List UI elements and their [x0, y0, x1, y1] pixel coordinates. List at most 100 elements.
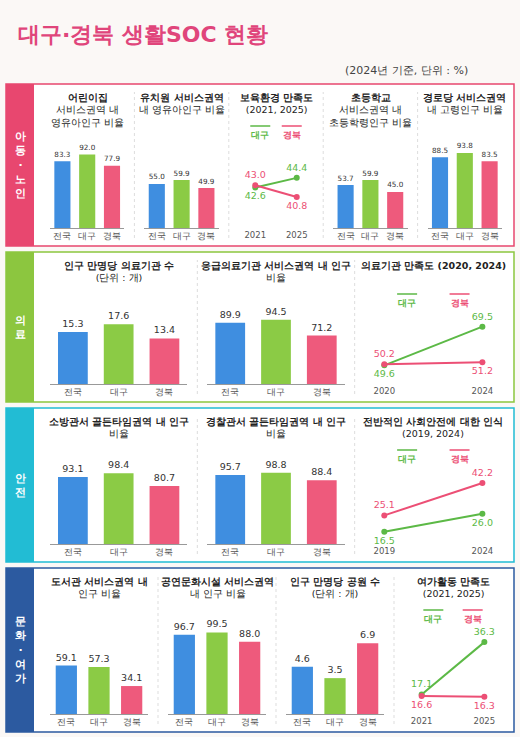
svg-text:경북: 경북	[481, 231, 499, 241]
svg-text:전반적인 사회안전에 대한 인식(2019, 2024): 전반적인 사회안전에 대한 인식(2019, 2024)	[363, 416, 503, 439]
svg-text:초등학교서비스권역 내초등학령인구 비율: 초등학교서비스권역 내초등학령인구 비율	[329, 92, 412, 128]
svg-text:42.6: 42.6	[245, 190, 266, 201]
svg-text:전국: 전국	[431, 231, 449, 241]
svg-text:인구 만명당 공원 수(단위 : 개): 인구 만명당 공원 수(단위 : 개)	[290, 576, 380, 599]
svg-text:경북: 경북	[103, 231, 121, 241]
svg-text:유치원 서비스권역내 영유아인구 비율: 유치원 서비스권역내 영유아인구 비율	[139, 92, 225, 115]
svg-text:소방관서 골든타임권역 내 인구비율: 소방관서 골든타임권역 내 인구비율	[49, 416, 189, 439]
svg-text:49.6: 49.6	[374, 368, 395, 379]
svg-text:전국: 전국	[293, 717, 311, 727]
svg-text:대구: 대구	[456, 231, 474, 241]
svg-text:93.1: 93.1	[62, 463, 83, 474]
svg-text:2024: 2024	[472, 386, 494, 396]
svg-text:경북: 경북	[464, 614, 482, 624]
svg-text:대구: 대구	[398, 298, 416, 308]
svg-text:59.9: 59.9	[174, 169, 190, 178]
svg-text:대구: 대구	[267, 547, 285, 557]
svg-text:보육환경 만족도(2021, 2025): 보육환경 만족도(2021, 2025)	[240, 92, 313, 115]
svg-text:경북: 경북	[359, 717, 377, 727]
svg-text:대구: 대구	[110, 547, 128, 557]
svg-text:경북: 경북	[451, 454, 469, 464]
svg-text:15.3: 15.3	[62, 318, 83, 329]
svg-text:2019: 2019	[373, 546, 395, 556]
svg-text:경북: 경북	[123, 717, 141, 727]
svg-text:전국: 전국	[221, 547, 239, 557]
svg-text:어린이집서비스권역 내영유아인구 비율: 어린이집서비스권역 내영유아인구 비율	[51, 92, 124, 128]
svg-text:3.5: 3.5	[327, 664, 342, 675]
svg-text:대구: 대구	[424, 614, 442, 624]
svg-text:도서관 서비스권역 내인구 비율: 도서관 서비스권역 내인구 비율	[51, 576, 148, 599]
svg-text:경북: 경북	[197, 231, 215, 241]
svg-text:69.5: 69.5	[472, 311, 493, 322]
svg-text:94.5: 94.5	[265, 306, 286, 317]
svg-text:17.6: 17.6	[108, 310, 129, 321]
svg-text:50.2: 50.2	[374, 348, 395, 359]
svg-text:전국: 전국	[221, 387, 239, 397]
svg-text:96.7: 96.7	[174, 621, 195, 632]
svg-text:25.1: 25.1	[374, 499, 395, 510]
svg-text:대구: 대구	[173, 231, 191, 241]
svg-text:전국: 전국	[337, 231, 355, 241]
svg-text:문화·여가: 문화·여가	[15, 615, 26, 685]
svg-text:2020: 2020	[373, 386, 395, 396]
svg-text:대구: 대구	[361, 231, 379, 241]
svg-text:대구: 대구	[267, 387, 285, 397]
svg-text:전국: 전국	[148, 231, 166, 241]
svg-text:대구·경북 생활SOC 현황: 대구·경북 생활SOC 현황	[18, 22, 268, 47]
svg-text:대구: 대구	[110, 387, 128, 397]
svg-text:경로당 서비스권역내 고령인구 비율: 경로당 서비스권역내 고령인구 비율	[423, 92, 506, 115]
svg-text:경찰관서 골든타임권역 내 인구비율: 경찰관서 골든타임권역 내 인구비율	[206, 416, 346, 439]
svg-text:대구: 대구	[326, 717, 344, 727]
svg-text:43.0: 43.0	[245, 169, 266, 180]
svg-text:안전: 안전	[15, 472, 26, 499]
svg-text:13.4: 13.4	[154, 324, 175, 335]
svg-text:88.4: 88.4	[311, 466, 332, 477]
svg-text:36.3: 36.3	[474, 626, 495, 637]
svg-text:대구: 대구	[208, 717, 226, 727]
svg-text:대구: 대구	[78, 231, 96, 241]
svg-text:89.9: 89.9	[220, 309, 241, 320]
svg-text:98.4: 98.4	[108, 459, 129, 470]
svg-text:2024: 2024	[472, 546, 494, 556]
svg-text:55.0: 55.0	[149, 172, 165, 181]
svg-text:경북: 경북	[386, 231, 404, 241]
svg-text:경북: 경북	[451, 298, 469, 308]
svg-text:59.1: 59.1	[56, 652, 77, 663]
svg-text:2021: 2021	[411, 716, 433, 726]
svg-text:59.9: 59.9	[362, 169, 378, 178]
svg-text:대구: 대구	[398, 454, 416, 464]
svg-text:6.9: 6.9	[360, 629, 375, 640]
svg-text:의료: 의료	[15, 314, 26, 341]
svg-text:경북: 경북	[155, 547, 173, 557]
svg-text:83.5: 83.5	[482, 150, 498, 159]
svg-text:71.2: 71.2	[311, 322, 332, 333]
svg-text:17.1: 17.1	[411, 678, 432, 689]
svg-text:51.2: 51.2	[472, 365, 493, 376]
svg-text:16.6: 16.6	[411, 699, 432, 710]
svg-text:26.0: 26.0	[472, 517, 493, 528]
svg-text:57.3: 57.3	[88, 653, 109, 664]
svg-text:83.3: 83.3	[54, 150, 70, 159]
svg-text:대구: 대구	[251, 130, 269, 140]
svg-text:응급의료기관 서비스권역 내 인구비율: 응급의료기관 서비스권역 내 인구비율	[201, 260, 351, 283]
svg-text:34.1: 34.1	[121, 672, 142, 683]
svg-text:의료기관 만족도 (2020, 2024): 의료기관 만족도 (2020, 2024)	[361, 260, 506, 271]
svg-text:92.0: 92.0	[79, 143, 95, 152]
svg-text:(2024년 기준, 단위 : %): (2024년 기준, 단위 : %)	[345, 64, 468, 77]
svg-text:여가활동 만족도(2021, 2025): 여가활동 만족도(2021, 2025)	[417, 576, 490, 599]
svg-text:전국: 전국	[175, 717, 193, 727]
svg-text:인구 만명당 의료기관 수(단위 : 개): 인구 만명당 의료기관 수(단위 : 개)	[64, 260, 174, 283]
svg-text:80.7: 80.7	[154, 472, 175, 483]
svg-text:2021: 2021	[244, 230, 266, 240]
svg-text:공연문화시설 서비스권역내 인구 비율: 공연문화시설 서비스권역내 인구 비율	[161, 576, 274, 599]
svg-text:전국: 전국	[57, 717, 75, 727]
svg-text:경북: 경북	[313, 387, 331, 397]
svg-text:53.7: 53.7	[338, 174, 354, 183]
svg-text:전국: 전국	[64, 387, 82, 397]
svg-text:4.6: 4.6	[295, 653, 310, 664]
svg-text:98.8: 98.8	[265, 459, 286, 470]
svg-text:대구: 대구	[90, 717, 108, 727]
svg-text:전국: 전국	[53, 231, 71, 241]
svg-text:95.7: 95.7	[220, 461, 241, 472]
svg-text:40.8: 40.8	[286, 200, 307, 211]
